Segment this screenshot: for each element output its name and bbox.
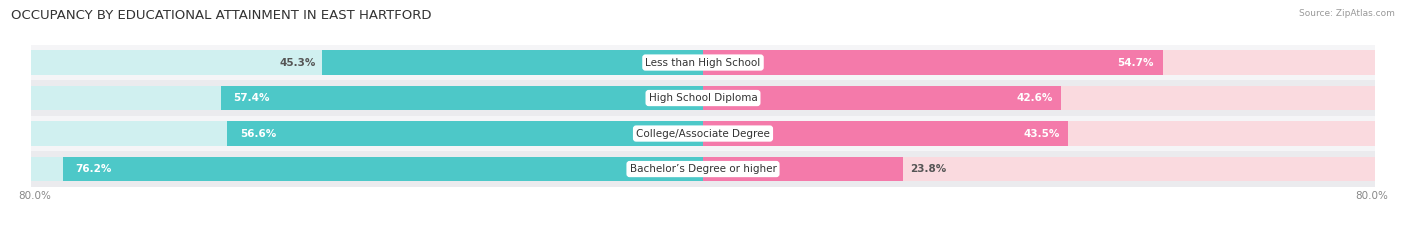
- Bar: [703, 86, 1375, 110]
- Text: 54.7%: 54.7%: [1118, 58, 1154, 68]
- Bar: [31, 157, 703, 181]
- Text: 76.2%: 76.2%: [76, 164, 111, 174]
- Bar: [31, 151, 1375, 187]
- Bar: [228, 121, 703, 146]
- Bar: [703, 121, 1069, 146]
- Text: 80.0%: 80.0%: [18, 191, 51, 201]
- Bar: [703, 51, 1375, 75]
- Bar: [703, 157, 903, 181]
- Text: 45.3%: 45.3%: [280, 58, 316, 68]
- Bar: [63, 157, 703, 181]
- Text: Bachelor’s Degree or higher: Bachelor’s Degree or higher: [630, 164, 776, 174]
- Bar: [221, 86, 703, 110]
- Text: High School Diploma: High School Diploma: [648, 93, 758, 103]
- Text: 42.6%: 42.6%: [1017, 93, 1053, 103]
- Bar: [31, 116, 1375, 151]
- Bar: [322, 51, 703, 75]
- Bar: [31, 45, 1375, 80]
- Bar: [31, 51, 703, 75]
- Bar: [31, 80, 1375, 116]
- Bar: [31, 121, 703, 146]
- Bar: [703, 51, 1163, 75]
- Text: 56.6%: 56.6%: [240, 129, 277, 139]
- Bar: [703, 86, 1062, 110]
- Text: Source: ZipAtlas.com: Source: ZipAtlas.com: [1299, 9, 1395, 18]
- Text: 80.0%: 80.0%: [1355, 191, 1388, 201]
- Text: College/Associate Degree: College/Associate Degree: [636, 129, 770, 139]
- Bar: [703, 157, 1375, 181]
- Text: 23.8%: 23.8%: [910, 164, 946, 174]
- Text: 43.5%: 43.5%: [1024, 129, 1060, 139]
- Bar: [703, 121, 1375, 146]
- Bar: [31, 86, 703, 110]
- Text: OCCUPANCY BY EDUCATIONAL ATTAINMENT IN EAST HARTFORD: OCCUPANCY BY EDUCATIONAL ATTAINMENT IN E…: [11, 9, 432, 22]
- Text: Less than High School: Less than High School: [645, 58, 761, 68]
- Text: 57.4%: 57.4%: [233, 93, 270, 103]
